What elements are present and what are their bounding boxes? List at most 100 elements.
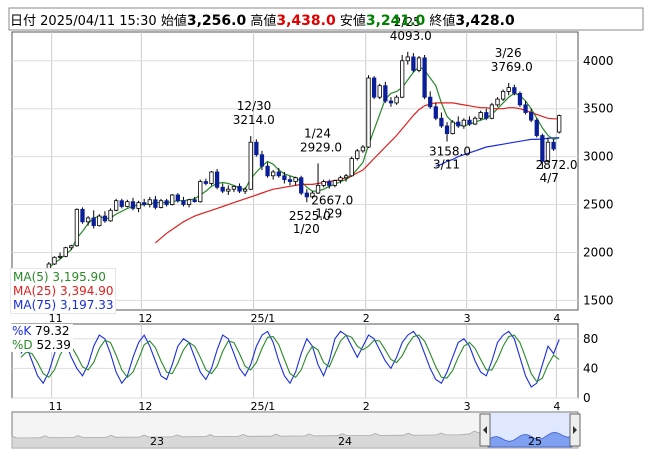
candle-body	[282, 175, 287, 181]
candle-body	[136, 202, 141, 209]
candle-body	[360, 146, 366, 152]
d-label: %D	[12, 338, 33, 352]
candle-body	[287, 179, 293, 182]
annotation-date: 3/11	[433, 157, 460, 171]
candle-body	[540, 135, 545, 162]
candle-body	[456, 121, 461, 127]
d-line	[20, 334, 560, 383]
ma75-line	[435, 137, 560, 167]
k-label: %K	[12, 324, 32, 338]
close-label: 終値	[429, 14, 456, 29]
ma5-value: 3,195.90	[52, 270, 106, 284]
candle-body	[293, 177, 298, 182]
navigator-selected-area	[487, 431, 573, 448]
candle-body	[254, 141, 259, 156]
price-y-tick-label: 2500	[583, 198, 614, 212]
annotation-value: 2525.0	[289, 209, 331, 223]
candle-body	[181, 200, 186, 205]
osc-y-tick-label: 80	[583, 332, 598, 346]
candle-body	[192, 199, 197, 203]
ma-legend: MA(5) 3,195.90 MA(25) 3,394.90 MA(75) 3,…	[10, 268, 117, 314]
candle-body	[388, 100, 394, 104]
k-line	[20, 330, 560, 388]
candle-body	[366, 77, 371, 148]
candle-body	[400, 60, 405, 98]
candle-body	[170, 194, 175, 205]
candle-body	[489, 104, 495, 119]
candle-body	[259, 154, 265, 167]
oscillator-panel-frame	[11, 323, 579, 399]
navigator-handle-arrow	[573, 426, 577, 434]
candle-body	[248, 141, 253, 190]
osc-x-tick-label: 4	[553, 400, 560, 413]
price-x-tick-label: 2	[363, 312, 370, 325]
candle-body	[164, 200, 169, 205]
low-label: 安値	[339, 14, 366, 29]
navigator-year-label: 25	[528, 435, 542, 448]
annotation-date: 1/20	[293, 222, 320, 236]
candle-body	[108, 209, 113, 222]
price-y-tick-label: 3000	[583, 150, 614, 164]
osc-y-tick-label: 40	[583, 361, 598, 375]
candle-body	[63, 247, 68, 257]
annotation-value: 2929.0	[300, 140, 342, 154]
candle-body	[557, 115, 562, 133]
candle-body	[416, 57, 422, 71]
price-panel-frame	[11, 31, 579, 311]
candle-body	[304, 192, 309, 198]
candle-body	[472, 117, 478, 125]
candle-body	[551, 141, 556, 150]
osc-x-tick-label: 3	[464, 400, 471, 413]
candle-body	[271, 171, 276, 177]
candle-body	[74, 208, 80, 247]
candle-body	[265, 165, 270, 177]
candle-body	[203, 181, 209, 184]
candle-body	[422, 57, 427, 98]
k-legend-row: %K 79.32	[12, 324, 71, 338]
candle-body	[495, 98, 500, 106]
annotation-value: 4093.0	[390, 29, 432, 43]
ma25-value: 3,394.90	[60, 284, 114, 298]
d-value: 52.39	[36, 338, 71, 352]
osc-y-tick-label: 0	[583, 391, 591, 405]
candle-body	[114, 200, 119, 211]
annotation-value: 3214.0	[233, 113, 275, 127]
ma75-value: 3,197.33	[60, 298, 114, 312]
annotation-value: 3158.0	[429, 144, 471, 158]
candle-body	[405, 56, 410, 62]
candle-body	[186, 199, 192, 205]
candle-body	[91, 217, 96, 227]
candle-body	[450, 121, 455, 135]
candle-body	[349, 158, 354, 177]
candle-body	[276, 171, 281, 177]
arrow-left-icon[interactable]	[479, 413, 491, 447]
price-y-tick-label: 2000	[583, 245, 614, 259]
close-value: 3,428.0	[455, 13, 515, 29]
price-y-tick-label: 1500	[583, 293, 614, 307]
navigator-handle-arrow	[483, 426, 487, 434]
price-x-tick-label: 25/1	[251, 312, 276, 325]
stochastic-legend: %K 79.32 %D 52.39	[10, 324, 73, 352]
candle-body	[534, 119, 539, 136]
ma25-legend-row: MA(25) 3,394.90	[13, 284, 113, 298]
k-value: 79.32	[35, 324, 70, 338]
arrow-right-icon[interactable]	[569, 413, 581, 447]
ma75-legend-row: MA(75) 3,197.33	[13, 298, 113, 312]
price-y-tick-label: 3500	[583, 102, 614, 116]
annotation-date: 1/29	[315, 207, 342, 221]
high-value: 3,438.0	[276, 13, 336, 29]
candle-body	[242, 188, 248, 192]
candle-body	[517, 92, 523, 106]
d-legend-row: %D 52.39	[12, 338, 71, 352]
candle-body	[220, 186, 225, 192]
annotation-date: 12/30	[237, 99, 272, 113]
high-label: 高値	[250, 14, 277, 29]
annotation-date: 1/24	[304, 126, 331, 140]
open-label: 始値	[160, 14, 187, 29]
candle-body	[484, 112, 489, 119]
ma5-label: MA(5)	[13, 270, 49, 284]
price-x-tick-label: 11	[49, 312, 63, 325]
candle-body	[327, 181, 332, 186]
candle-body	[198, 181, 203, 203]
